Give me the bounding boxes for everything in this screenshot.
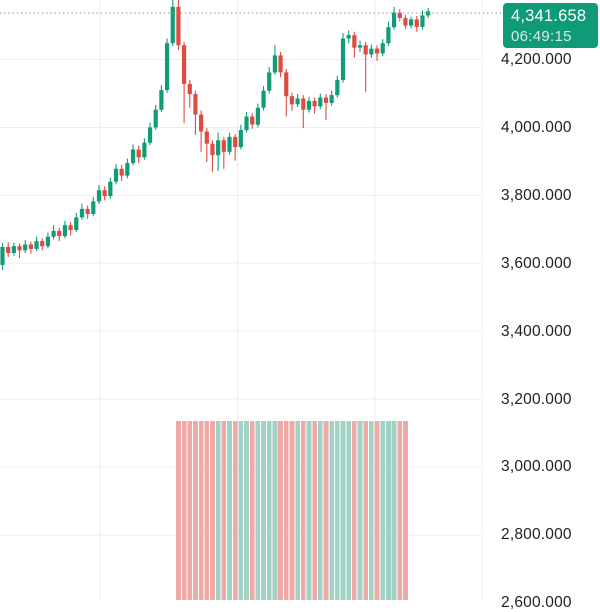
candle-countdown-timer: 06:49:15 [511,27,572,45]
current-price-badge: 4,341.658 06:49:15 [503,3,598,48]
candles [0,0,431,270]
volume-bars [176,421,408,600]
current-price-value: 4,341.658 [511,6,587,25]
